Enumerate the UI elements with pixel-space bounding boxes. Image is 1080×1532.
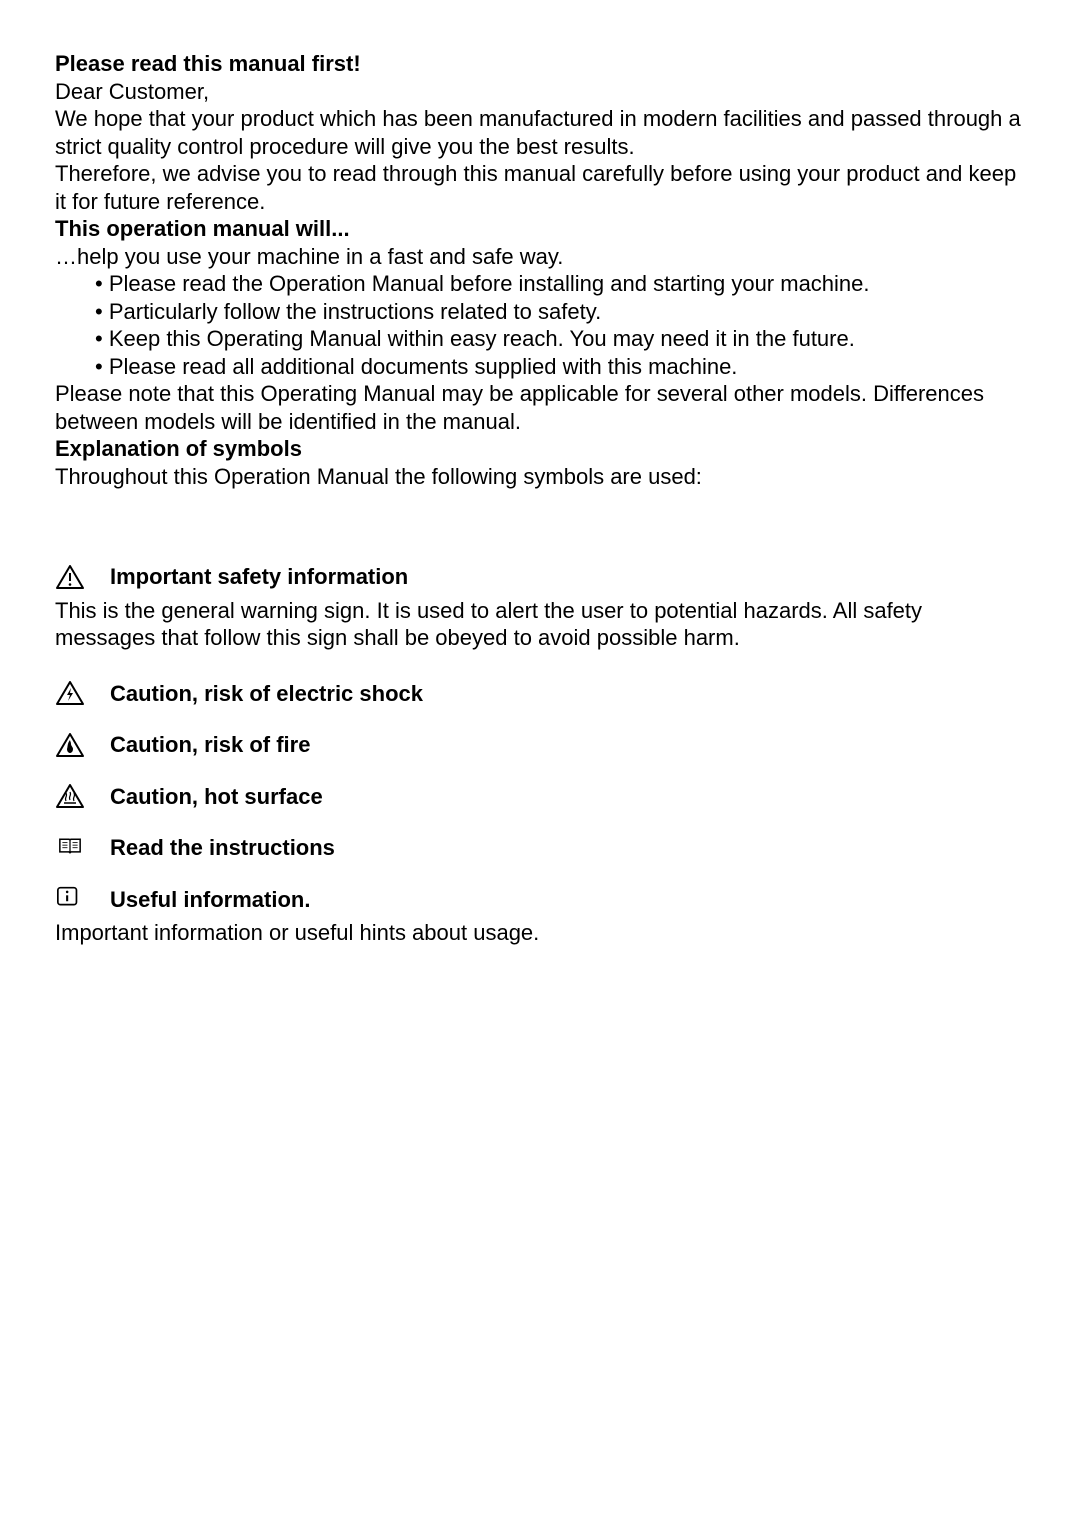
- operation-lead: …help you use your machine in a fast and…: [55, 243, 1025, 271]
- bullet-item: Keep this Operating Manual within easy r…: [95, 325, 1025, 353]
- symbol-row-read: Read the instructions: [55, 834, 1025, 862]
- symbols-lead: Throughout this Operation Manual the fol…: [55, 463, 1025, 491]
- intro-paragraph-1: We hope that your product which has been…: [55, 105, 1025, 160]
- bullet-item: Particularly follow the instructions rel…: [95, 298, 1025, 326]
- symbol-row-info: Useful information.: [55, 886, 1025, 914]
- operation-bullets: Please read the Operation Manual before …: [55, 270, 1025, 380]
- bullet-item: Please read all additional documents sup…: [95, 353, 1025, 381]
- electric-shock-icon: [55, 680, 85, 706]
- symbol-row-hot: Caution, hot surface: [55, 783, 1025, 811]
- symbol-label: Important safety information: [110, 563, 408, 591]
- symbol-label: Caution, risk of fire: [110, 731, 310, 759]
- warning-triangle-icon: [55, 564, 85, 590]
- symbol-row-electric: Caution, risk of electric shock: [55, 680, 1025, 708]
- symbol-desc: Important information or useful hints ab…: [55, 919, 1025, 947]
- symbol-row-warning: Important safety information: [55, 563, 1025, 591]
- greeting-text: Dear Customer,: [55, 78, 1025, 106]
- symbol-row-fire: Caution, risk of fire: [55, 731, 1025, 759]
- info-icon: [55, 886, 85, 912]
- hot-surface-icon: [55, 783, 85, 809]
- symbol-label: Useful information.: [110, 886, 310, 914]
- page-title: Please read this manual first!: [55, 50, 1025, 78]
- operation-title: This operation manual will...: [55, 215, 1025, 243]
- symbol-label: Read the instructions: [110, 834, 335, 862]
- symbol-label: Caution, risk of electric shock: [110, 680, 423, 708]
- intro-paragraph-2: Therefore, we advise you to read through…: [55, 160, 1025, 215]
- symbol-desc: This is the general warning sign. It is …: [55, 597, 1025, 652]
- symbol-label: Caution, hot surface: [110, 783, 323, 811]
- operation-note: Please note that this Operating Manual m…: [55, 380, 1025, 435]
- read-instructions-icon: [55, 835, 85, 861]
- fire-risk-icon: [55, 732, 85, 758]
- bullet-item: Please read the Operation Manual before …: [95, 270, 1025, 298]
- symbols-title: Explanation of symbols: [55, 435, 1025, 463]
